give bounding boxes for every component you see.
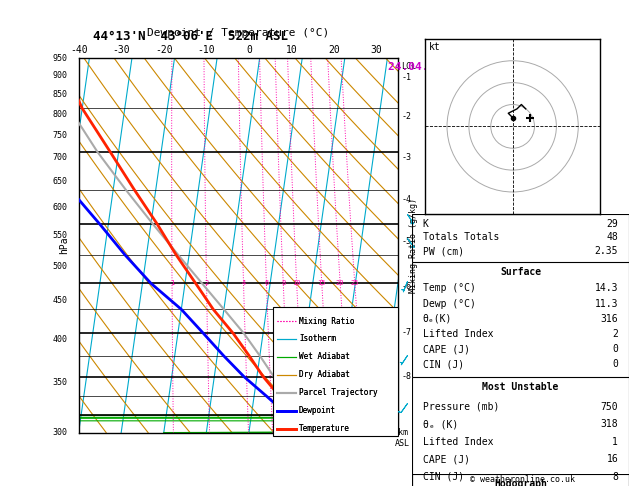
Text: km
ASL: km ASL	[395, 428, 410, 448]
Text: Dewp (°C): Dewp (°C)	[423, 298, 476, 309]
Text: Dry Adiabat: Dry Adiabat	[299, 370, 350, 380]
Text: 600: 600	[52, 203, 67, 212]
Text: PW (cm): PW (cm)	[423, 246, 464, 256]
Text: 450: 450	[52, 296, 67, 305]
Text: 700: 700	[52, 153, 67, 162]
Text: Dewpoint: Dewpoint	[299, 406, 336, 416]
Text: © weatheronline.co.uk: © weatheronline.co.uk	[470, 474, 574, 484]
Text: -40: -40	[70, 45, 87, 55]
Text: θₑ(K): θₑ(K)	[423, 314, 452, 324]
Text: Wet Adiabat: Wet Adiabat	[299, 352, 350, 362]
Text: 8: 8	[281, 280, 286, 286]
Text: -8: -8	[401, 372, 411, 381]
Text: 2: 2	[612, 329, 618, 339]
Text: 750: 750	[601, 401, 618, 412]
Text: Dewpoint: Dewpoint	[299, 406, 336, 416]
Text: 0: 0	[612, 344, 618, 354]
Text: 10: 10	[292, 280, 301, 286]
Text: Parcel Trajectory: Parcel Trajectory	[299, 388, 377, 398]
Text: 2.35: 2.35	[594, 246, 618, 256]
Text: 316: 316	[601, 314, 618, 324]
Text: -6: -6	[401, 282, 411, 291]
Text: 400: 400	[52, 335, 67, 344]
Text: Dry Adiabat: Dry Adiabat	[299, 370, 350, 380]
Text: -5: -5	[401, 237, 411, 246]
Text: 25: 25	[350, 280, 359, 286]
Text: 1: 1	[612, 436, 618, 447]
Text: Temperature: Temperature	[299, 424, 350, 434]
Text: -1: -1	[401, 73, 411, 82]
Text: CAPE (J): CAPE (J)	[423, 454, 470, 464]
Text: 30: 30	[370, 45, 382, 55]
Text: 10: 10	[286, 45, 298, 55]
Text: -7: -7	[401, 328, 411, 337]
Text: Hodograph: Hodograph	[494, 480, 547, 486]
Text: Most Unstable: Most Unstable	[482, 382, 559, 392]
Text: Pressure (mb): Pressure (mb)	[423, 401, 499, 412]
Text: 20: 20	[336, 280, 345, 286]
Text: 15: 15	[318, 280, 326, 286]
Text: K: K	[423, 219, 429, 228]
Text: Mixing Ratio: Mixing Ratio	[299, 316, 354, 326]
Text: 750: 750	[52, 131, 67, 139]
FancyBboxPatch shape	[274, 307, 398, 436]
Text: 850: 850	[52, 90, 67, 99]
Text: 900: 900	[52, 71, 67, 80]
Text: Lifted Index: Lifted Index	[423, 329, 493, 339]
Text: 300: 300	[52, 428, 67, 437]
Text: Wet Adiabat: Wet Adiabat	[299, 352, 350, 362]
Text: 800: 800	[52, 110, 67, 119]
Text: 0: 0	[246, 45, 252, 55]
Text: 0: 0	[612, 360, 618, 369]
Text: kt: kt	[428, 42, 440, 52]
Text: 14.3: 14.3	[594, 283, 618, 294]
Text: CIN (J): CIN (J)	[423, 472, 464, 482]
Text: Dewpoint / Temperature (°C): Dewpoint / Temperature (°C)	[147, 28, 330, 38]
Text: -4: -4	[401, 195, 411, 204]
Text: 1: 1	[170, 280, 174, 286]
Text: Parcel Trajectory: Parcel Trajectory	[299, 388, 377, 398]
Text: Mixing Ratio: Mixing Ratio	[299, 316, 354, 326]
Text: Temp (°C): Temp (°C)	[423, 283, 476, 294]
Text: 29: 29	[606, 219, 618, 228]
Text: Mixing Ratio (g/kg): Mixing Ratio (g/kg)	[409, 198, 418, 293]
Text: hPa: hPa	[59, 237, 69, 254]
Text: 16: 16	[606, 454, 618, 464]
Text: 2: 2	[204, 280, 209, 286]
Text: 8: 8	[612, 472, 618, 482]
Text: -2: -2	[401, 112, 411, 121]
Text: LCL: LCL	[401, 63, 416, 71]
Text: 24.04.2024  00GMT (Base: 00): 24.04.2024 00GMT (Base: 00)	[387, 62, 577, 72]
Text: -30: -30	[113, 45, 130, 55]
Text: 48: 48	[606, 232, 618, 243]
Text: 11.3: 11.3	[594, 298, 618, 309]
Text: Isotherm: Isotherm	[299, 334, 336, 344]
Text: 500: 500	[52, 262, 67, 271]
Text: 6: 6	[264, 280, 269, 286]
Text: Temperature: Temperature	[299, 424, 350, 434]
Text: CAPE (J): CAPE (J)	[423, 344, 470, 354]
Text: Isotherm: Isotherm	[299, 334, 336, 344]
Text: -3: -3	[401, 153, 411, 162]
Text: 4: 4	[242, 280, 246, 286]
Text: 20: 20	[328, 45, 340, 55]
Text: 350: 350	[52, 378, 67, 387]
Text: Surface: Surface	[500, 267, 541, 277]
Text: Totals Totals: Totals Totals	[423, 232, 499, 243]
Text: 650: 650	[52, 177, 67, 186]
Text: 950: 950	[52, 54, 67, 63]
Text: 550: 550	[52, 231, 67, 240]
Text: CIN (J): CIN (J)	[423, 360, 464, 369]
Text: θₑ (K): θₑ (K)	[423, 419, 458, 429]
Text: -10: -10	[198, 45, 215, 55]
Text: 318: 318	[601, 419, 618, 429]
Text: 44°13'N  43°06'E  522m ASL: 44°13'N 43°06'E 522m ASL	[93, 30, 288, 43]
Text: Lifted Index: Lifted Index	[423, 436, 493, 447]
Text: -20: -20	[155, 45, 172, 55]
